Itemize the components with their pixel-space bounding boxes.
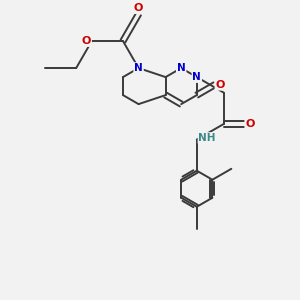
Text: N: N — [134, 63, 143, 73]
Text: NH: NH — [199, 133, 216, 143]
Text: N: N — [177, 63, 186, 73]
Text: O: O — [82, 36, 91, 46]
Text: N: N — [192, 72, 201, 82]
Text: O: O — [245, 119, 255, 129]
Text: O: O — [215, 80, 225, 90]
Text: O: O — [134, 3, 143, 13]
